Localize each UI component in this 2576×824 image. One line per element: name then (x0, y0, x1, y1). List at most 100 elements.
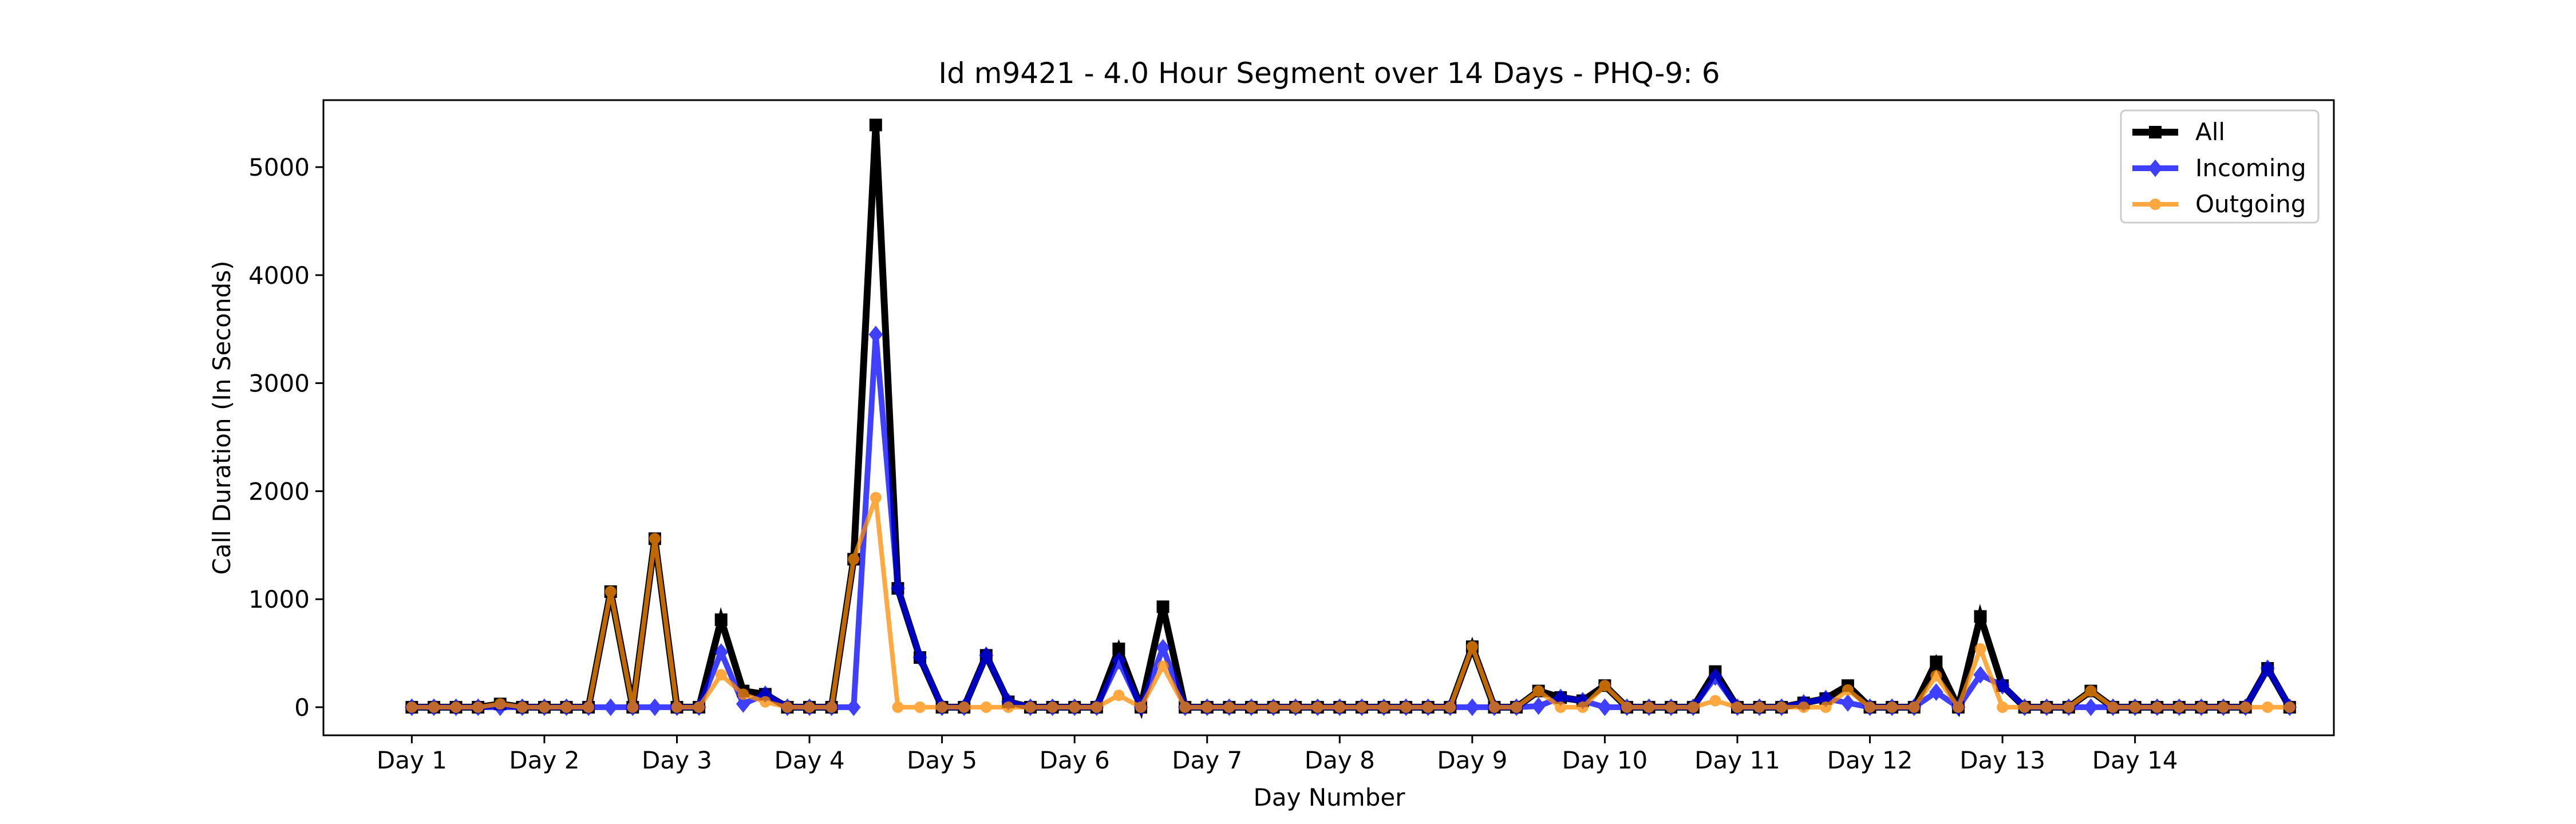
data-point-outgoing (1135, 701, 1147, 713)
data-point-outgoing (1290, 701, 1302, 713)
legend-label-outgoing: Outgoing (2195, 190, 2306, 218)
series-outgoing (406, 492, 2296, 713)
data-point-incoming (603, 698, 618, 716)
data-point-outgoing (1665, 701, 1677, 713)
legend-marker-incoming (2148, 159, 2163, 177)
data-point-outgoing (1599, 680, 1611, 692)
data-point-outgoing (2063, 701, 2075, 713)
data-point-incoming (1156, 639, 1170, 657)
data-point-incoming (868, 326, 883, 344)
data-point-incoming (1112, 652, 1126, 670)
data-point-outgoing (516, 701, 528, 713)
data-point-outgoing (914, 701, 926, 713)
data-point-incoming (714, 643, 729, 661)
data-point-outgoing (1422, 701, 1434, 713)
data-point-outgoing (759, 696, 771, 708)
data-point-all (869, 118, 882, 132)
data-point-outgoing (1466, 641, 1478, 653)
x-tick-label: Day 9 (1437, 746, 1507, 774)
data-point-outgoing (2107, 701, 2119, 713)
legend-entry-incoming (2132, 159, 2178, 177)
data-point-incoming (912, 648, 927, 667)
data-point-outgoing (2195, 701, 2207, 713)
data-point-outgoing (1842, 684, 1854, 696)
data-point-outgoing (428, 701, 440, 713)
x-tick-label: Day 11 (1694, 746, 1780, 774)
data-point-outgoing (583, 701, 595, 713)
x-tick-label: Day 10 (1562, 746, 1648, 774)
data-point-outgoing (781, 701, 793, 713)
data-point-incoming (647, 698, 662, 716)
data-point-outgoing (2173, 701, 2185, 713)
data-point-all (1156, 600, 1170, 613)
x-tick-label: Day 1 (377, 746, 447, 774)
data-point-outgoing (1201, 701, 1213, 713)
data-point-all (1930, 655, 1943, 668)
y-tick-label: 5000 (248, 153, 310, 181)
data-point-incoming (1973, 665, 1988, 684)
data-point-outgoing (560, 701, 572, 713)
data-point-outgoing (848, 553, 860, 565)
data-point-outgoing (1024, 701, 1036, 713)
data-point-outgoing (1952, 701, 1964, 713)
data-point-outgoing (1555, 701, 1567, 713)
data-point-outgoing (1820, 701, 1832, 713)
data-point-outgoing (1245, 701, 1257, 713)
data-point-all (1112, 642, 1125, 655)
y-axis-title: Call Duration (In Seconds) (208, 260, 236, 575)
data-point-outgoing (1731, 701, 1743, 713)
legend-marker-all (2149, 126, 2162, 138)
legend-label-incoming: Incoming (2195, 154, 2306, 182)
data-point-outgoing (825, 701, 837, 713)
legend-label-all: All (2195, 118, 2225, 146)
data-point-incoming (1840, 694, 1855, 712)
data-point-incoming (2084, 698, 2098, 716)
data-point-outgoing (1267, 701, 1279, 713)
data-point-outgoing (1997, 701, 2009, 713)
data-point-outgoing (1643, 701, 1655, 713)
x-tick-label: Day 6 (1040, 746, 1110, 774)
data-point-outgoing (1511, 701, 1523, 713)
data-point-outgoing (494, 698, 506, 710)
data-point-outgoing (2041, 701, 2053, 713)
data-point-outgoing (2129, 701, 2141, 713)
data-point-outgoing (936, 701, 948, 713)
data-point-outgoing (472, 701, 484, 713)
data-point-outgoing (450, 701, 462, 713)
legend: All Incoming Outgoing (2120, 109, 2320, 224)
data-point-all (714, 613, 728, 627)
data-point-outgoing (1577, 701, 1589, 713)
data-point-outgoing (1113, 690, 1125, 702)
data-point-outgoing (1687, 701, 1699, 713)
data-point-outgoing (1334, 701, 1346, 713)
data-point-outgoing (2085, 685, 2097, 697)
data-point-incoming (1553, 688, 1568, 707)
x-axis-title: Day Number (1253, 783, 1405, 811)
data-point-outgoing (627, 701, 639, 713)
x-tick-label: Day 8 (1305, 746, 1375, 774)
data-point-incoming (846, 698, 861, 716)
data-point-outgoing (870, 492, 882, 504)
data-point-incoming (736, 695, 750, 713)
legend-entry-all (2132, 126, 2178, 138)
data-point-outgoing (2262, 701, 2274, 713)
data-point-outgoing (693, 701, 705, 713)
x-tick-label: Day 4 (775, 746, 845, 774)
y-tick-label: 4000 (248, 262, 310, 290)
data-point-outgoing (1046, 701, 1058, 713)
data-point-outgoing (2151, 701, 2163, 713)
data-point-outgoing (406, 701, 418, 713)
x-tick-label: Day 7 (1172, 746, 1242, 774)
data-point-outgoing (958, 701, 970, 713)
data-point-outgoing (1069, 701, 1081, 713)
data-point-outgoing (1886, 701, 1898, 713)
data-point-outgoing (1378, 701, 1390, 713)
data-point-outgoing (1797, 701, 1809, 713)
data-point-outgoing (1864, 701, 1876, 713)
data-point-incoming (1708, 668, 1722, 686)
data-point-outgoing (1091, 701, 1103, 713)
data-point-outgoing (1223, 701, 1235, 713)
legend-entry-outgoing (2132, 199, 2178, 210)
